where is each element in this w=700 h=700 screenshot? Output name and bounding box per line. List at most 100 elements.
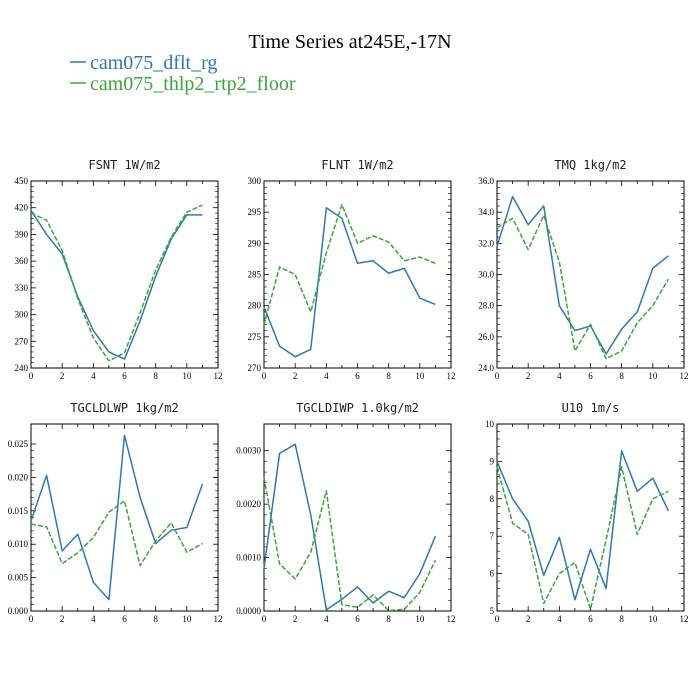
x-tick-label: 12 bbox=[214, 614, 223, 624]
x-tick-label: 12 bbox=[680, 614, 689, 624]
y-tick-label: 390 bbox=[15, 229, 29, 239]
y-tick-label: 420 bbox=[15, 203, 29, 213]
legend-entry-1: cam075_dflt_rg bbox=[70, 52, 217, 74]
legend-label-1: cam075_dflt_rg bbox=[90, 52, 217, 74]
x-tick-label: 4 bbox=[324, 371, 329, 381]
x-tick-label: 0 bbox=[29, 614, 34, 624]
y-tick-label: 0.0010 bbox=[236, 553, 261, 563]
x-tick-label: 8 bbox=[619, 371, 624, 381]
legend: cam075_dflt_rg cam075_thlp2_rtp2_floor bbox=[70, 52, 296, 95]
y-tick-label: 280 bbox=[248, 301, 262, 311]
y-tick-label: 0.0030 bbox=[236, 446, 261, 456]
x-tick-label: 0 bbox=[262, 614, 267, 624]
series-line-thlp2-rtp2-floor bbox=[263, 203, 436, 325]
panel-title: FSNT 1W/m2 bbox=[88, 158, 160, 172]
x-tick-label: 2 bbox=[526, 614, 531, 624]
y-tick-label: 360 bbox=[15, 256, 29, 266]
x-tick-label: 4 bbox=[91, 371, 96, 381]
y-tick-label: 240 bbox=[15, 363, 29, 373]
x-tick-label: 6 bbox=[355, 614, 360, 624]
y-tick-label: 32.0 bbox=[478, 238, 494, 248]
panel-6: U10 1m/s 0 2 4 6 8 10 12 5 6 7 8 9 10 bbox=[485, 401, 689, 624]
panel-4: TGCLDLWP 1kg/m2 0 2 4 6 8 10 12 0.000 0.005 0.010 0… bbox=[8, 401, 223, 624]
x-tick-label: 8 bbox=[153, 371, 158, 381]
series-line-dflt-rg bbox=[263, 443, 437, 611]
x-tick-label: 2 bbox=[60, 614, 65, 624]
y-tick-label: 290 bbox=[248, 238, 262, 248]
series-line-dflt-rg bbox=[496, 195, 669, 355]
y-tick-label: 300 bbox=[15, 310, 29, 320]
x-tick-label: 2 bbox=[526, 371, 531, 381]
x-tick-label: 6 bbox=[122, 614, 127, 624]
figure-title: Time Series at245E,-17N bbox=[248, 31, 451, 53]
series-line-dflt-rg bbox=[496, 450, 670, 601]
x-tick-label: 10 bbox=[648, 614, 658, 624]
x-tick-label: 0 bbox=[29, 371, 34, 381]
y-tick-label: 8 bbox=[490, 494, 495, 504]
series-line-dflt-rg bbox=[30, 209, 203, 360]
x-tick-label: 4 bbox=[91, 614, 96, 624]
y-tick-label: 295 bbox=[248, 207, 262, 217]
series-line-dflt-rg bbox=[263, 207, 436, 358]
y-tick-label: 0.0000 bbox=[236, 606, 261, 616]
y-tick-label: 30.0 bbox=[478, 270, 494, 280]
x-tick-label: 4 bbox=[557, 614, 562, 624]
x-tick-label: 6 bbox=[588, 614, 593, 624]
x-tick-label: 2 bbox=[60, 371, 65, 381]
y-tick-label: 34.0 bbox=[478, 207, 494, 217]
series-line-dflt-rg bbox=[30, 434, 204, 601]
y-tick-label: 28.0 bbox=[478, 301, 494, 311]
x-tick-label: 12 bbox=[680, 371, 689, 381]
x-tick-label: 10 bbox=[648, 371, 658, 381]
y-tick-label: 450 bbox=[15, 176, 29, 186]
y-tick-label: 0.0020 bbox=[236, 499, 261, 509]
y-tick-label: 275 bbox=[248, 332, 262, 342]
y-tick-label: 270 bbox=[15, 336, 29, 346]
panel-1: FSNT 1W/m2 0 2 4 6 8 10 12 240 270 300 330 360 390 420… bbox=[15, 158, 223, 381]
y-tick-label: 36.0 bbox=[478, 176, 494, 186]
y-tick-label: 9 bbox=[490, 456, 495, 466]
x-tick-label: 8 bbox=[619, 614, 624, 624]
series-line-thlp2-rtp2-floor bbox=[263, 477, 437, 612]
y-tick-label: 5 bbox=[490, 606, 495, 616]
x-tick-label: 10 bbox=[415, 371, 425, 381]
x-tick-label: 8 bbox=[153, 614, 158, 624]
y-tick-label: 0.020 bbox=[8, 472, 29, 482]
x-tick-label: 10 bbox=[182, 614, 192, 624]
x-tick-label: 2 bbox=[293, 614, 298, 624]
y-tick-label: 0.005 bbox=[8, 573, 29, 583]
series-line-thlp2-rtp2-floor bbox=[30, 204, 203, 362]
y-tick-label: 0.015 bbox=[8, 506, 29, 516]
legend-label-2: cam075_thlp2_rtp2_floor bbox=[90, 73, 296, 95]
y-tick-label: 24.0 bbox=[478, 363, 494, 373]
x-tick-label: 4 bbox=[557, 371, 562, 381]
panel-title: TGCLDLWP 1kg/m2 bbox=[70, 401, 178, 415]
x-tick-label: 2 bbox=[293, 371, 298, 381]
series-line-thlp2-rtp2-floor bbox=[30, 500, 203, 567]
y-tick-label: 0.025 bbox=[8, 439, 29, 449]
panel-3: TMQ 1kg/m2 0 2 4 6 8 10 12 24.0 26.0 28.0 30.0 32.0 3… bbox=[478, 158, 688, 381]
series-line-thlp2-rtp2-floor bbox=[496, 466, 669, 610]
x-tick-label: 10 bbox=[415, 614, 425, 624]
y-tick-label: 7 bbox=[490, 531, 495, 541]
y-tick-label: 285 bbox=[248, 270, 262, 280]
x-tick-label: 12 bbox=[214, 371, 223, 381]
y-tick-label: 26.0 bbox=[478, 332, 494, 342]
x-tick-label: 6 bbox=[122, 371, 127, 381]
y-tick-label: 300 bbox=[248, 176, 262, 186]
x-tick-label: 0 bbox=[262, 371, 267, 381]
x-tick-label: 0 bbox=[495, 371, 500, 381]
panel-2: FLNT 1W/m2 0 2 4 6 8 10 12 270 275 280 285 290 295 300 bbox=[248, 158, 456, 381]
x-tick-label: 0 bbox=[495, 614, 500, 624]
legend-entry-2: cam075_thlp2_rtp2_floor bbox=[70, 73, 296, 95]
panel-title: TGCLDIWP 1.0kg/m2 bbox=[296, 401, 419, 415]
y-tick-label: 0.000 bbox=[8, 606, 29, 616]
y-tick-label: 10 bbox=[485, 419, 495, 429]
x-tick-label: 10 bbox=[182, 371, 192, 381]
x-tick-label: 12 bbox=[447, 371, 456, 381]
x-tick-label: 6 bbox=[355, 371, 360, 381]
x-tick-label: 6 bbox=[588, 371, 593, 381]
y-tick-label: 270 bbox=[248, 363, 262, 373]
